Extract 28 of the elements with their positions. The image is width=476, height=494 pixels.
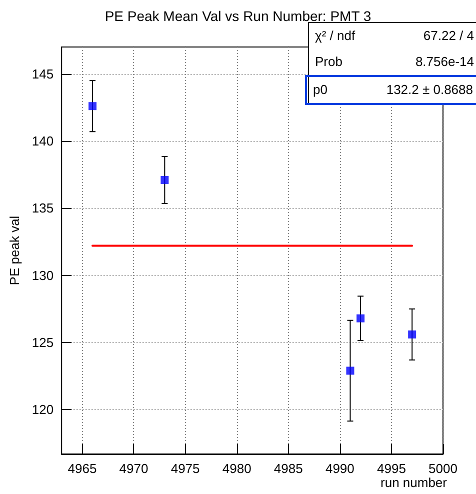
annotation: Prob xyxy=(315,53,342,71)
x-tick-label: 4990 xyxy=(325,461,354,476)
y-tick-label: 125 xyxy=(32,335,54,350)
point xyxy=(346,366,354,375)
y-tick-label: 120 xyxy=(32,402,54,418)
point xyxy=(160,176,169,184)
annotation: p0 xyxy=(313,81,328,99)
x-tick-label: 5000 xyxy=(428,461,458,476)
y-axis-title: PE peak val xyxy=(7,216,22,286)
y-tick-label: 140 xyxy=(32,134,54,149)
y-tick-label: 130 xyxy=(32,268,54,283)
point xyxy=(88,102,97,110)
x-tick-label: 4995 xyxy=(376,461,406,476)
x-tick-label: 4965 xyxy=(68,461,97,476)
y-tick-label: 145 xyxy=(32,66,54,82)
chart-title: PE Peak Mean Val vs Run Number: PMT 3 xyxy=(104,8,372,24)
x-tick-label: 4980 xyxy=(222,461,252,476)
point xyxy=(356,314,365,322)
x-axis-title: run number xyxy=(380,475,448,490)
text: 67.22 / 4 xyxy=(423,28,474,43)
y-tick-label: 135 xyxy=(32,200,54,216)
text: χ² / ndf xyxy=(315,28,356,43)
x-tick-label: 4975 xyxy=(170,461,200,476)
annotation: 132.2 ± 0.8688 xyxy=(386,81,473,99)
x-tick-label: 4970 xyxy=(119,461,148,476)
x-tick-label: 4985 xyxy=(274,461,303,476)
point xyxy=(408,330,416,338)
annotation: 8.756e-14 xyxy=(415,53,474,71)
